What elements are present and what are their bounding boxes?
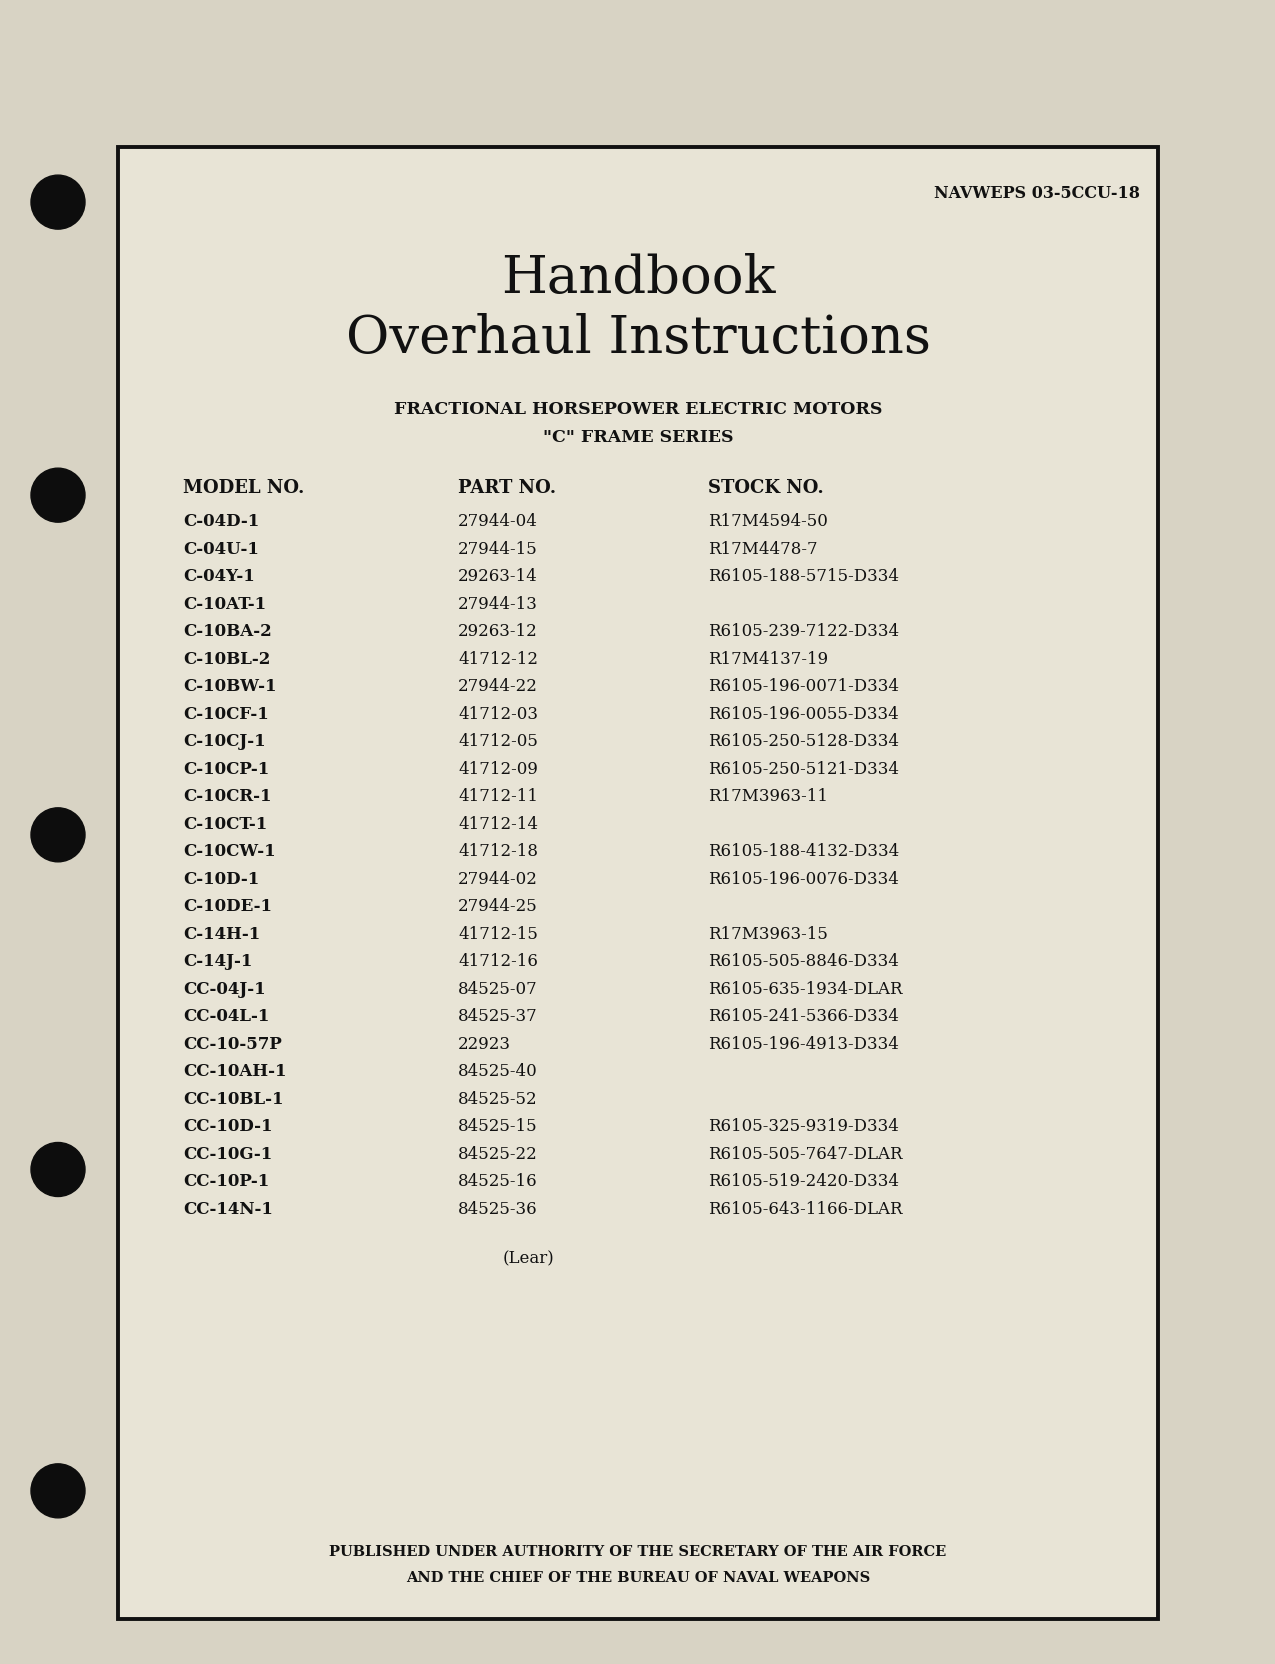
Text: C-10DE-1: C-10DE-1 xyxy=(184,899,272,915)
Text: 41712-14: 41712-14 xyxy=(458,815,538,832)
Text: C-04U-1: C-04U-1 xyxy=(184,541,259,557)
Text: 84525-36: 84525-36 xyxy=(458,1200,538,1218)
Text: C-10CF-1: C-10CF-1 xyxy=(184,706,269,722)
Text: C-10CR-1: C-10CR-1 xyxy=(184,789,272,805)
Text: R6105-196-0055-D334: R6105-196-0055-D334 xyxy=(708,706,899,722)
Text: 41712-12: 41712-12 xyxy=(458,651,538,667)
Text: 84525-15: 84525-15 xyxy=(458,1118,538,1135)
Text: 22923: 22923 xyxy=(458,1035,511,1052)
Text: R6105-188-5715-D334: R6105-188-5715-D334 xyxy=(708,567,899,586)
Text: CC-10AH-1: CC-10AH-1 xyxy=(184,1063,287,1080)
Text: 27944-04: 27944-04 xyxy=(458,513,538,531)
Text: 41712-05: 41712-05 xyxy=(458,734,538,750)
Text: 27944-02: 27944-02 xyxy=(458,870,538,887)
Text: R6105-196-4913-D334: R6105-196-4913-D334 xyxy=(708,1035,899,1052)
Text: 84525-22: 84525-22 xyxy=(458,1145,538,1161)
Text: C-10BL-2: C-10BL-2 xyxy=(184,651,270,667)
Text: 41712-16: 41712-16 xyxy=(458,953,538,970)
Text: R17M4594-50: R17M4594-50 xyxy=(708,513,827,531)
Text: CC-04L-1: CC-04L-1 xyxy=(184,1008,269,1025)
Text: C-10CW-1: C-10CW-1 xyxy=(184,844,275,860)
Text: C-10AT-1: C-10AT-1 xyxy=(184,596,266,612)
Text: CC-10G-1: CC-10G-1 xyxy=(184,1145,273,1161)
Text: R6105-250-5121-D334: R6105-250-5121-D334 xyxy=(708,760,899,777)
Circle shape xyxy=(31,469,85,522)
Text: R17M3963-15: R17M3963-15 xyxy=(708,925,827,942)
Text: C-10CP-1: C-10CP-1 xyxy=(184,760,269,777)
Text: C-04D-1: C-04D-1 xyxy=(184,513,259,531)
Text: STOCK NO.: STOCK NO. xyxy=(708,479,824,496)
Text: C-10CJ-1: C-10CJ-1 xyxy=(184,734,265,750)
Text: FRACTIONAL HORSEPOWER ELECTRIC MOTORS: FRACTIONAL HORSEPOWER ELECTRIC MOTORS xyxy=(394,401,882,418)
Text: C-10BA-2: C-10BA-2 xyxy=(184,622,272,641)
Text: C-10CT-1: C-10CT-1 xyxy=(184,815,268,832)
Text: CC-04J-1: CC-04J-1 xyxy=(184,980,265,997)
Text: 84525-40: 84525-40 xyxy=(458,1063,538,1080)
Text: C-04Y-1: C-04Y-1 xyxy=(184,567,255,586)
Text: PART NO.: PART NO. xyxy=(458,479,556,496)
Circle shape xyxy=(31,809,85,862)
Text: 84525-16: 84525-16 xyxy=(458,1173,538,1190)
Text: R6105-325-9319-D334: R6105-325-9319-D334 xyxy=(708,1118,899,1135)
Text: CC-14N-1: CC-14N-1 xyxy=(184,1200,273,1218)
Text: CC-10D-1: CC-10D-1 xyxy=(184,1118,273,1135)
Text: R6105-505-7647-DLAR: R6105-505-7647-DLAR xyxy=(708,1145,903,1161)
Text: 29263-14: 29263-14 xyxy=(458,567,538,586)
Text: 27944-22: 27944-22 xyxy=(458,679,538,696)
Text: C-10D-1: C-10D-1 xyxy=(184,870,259,887)
Text: 27944-25: 27944-25 xyxy=(458,899,538,915)
Text: CC-10-57P: CC-10-57P xyxy=(184,1035,282,1052)
Text: R6105-196-0071-D334: R6105-196-0071-D334 xyxy=(708,679,899,696)
Text: 27944-13: 27944-13 xyxy=(458,596,538,612)
Text: C-10BW-1: C-10BW-1 xyxy=(184,679,277,696)
Text: AND THE CHIEF OF THE BUREAU OF NAVAL WEAPONS: AND THE CHIEF OF THE BUREAU OF NAVAL WEA… xyxy=(405,1571,870,1584)
Text: R17M4137-19: R17M4137-19 xyxy=(708,651,829,667)
Text: R6105-519-2420-D334: R6105-519-2420-D334 xyxy=(708,1173,899,1190)
Text: R6105-241-5366-D334: R6105-241-5366-D334 xyxy=(708,1008,899,1025)
Text: C-14J-1: C-14J-1 xyxy=(184,953,252,970)
Text: MODEL NO.: MODEL NO. xyxy=(184,479,305,496)
Text: 41712-11: 41712-11 xyxy=(458,789,538,805)
Text: 29263-12: 29263-12 xyxy=(458,622,538,641)
Text: C-14H-1: C-14H-1 xyxy=(184,925,260,942)
Text: R17M4478-7: R17M4478-7 xyxy=(708,541,817,557)
Text: 84525-37: 84525-37 xyxy=(458,1008,538,1025)
Text: 27944-15: 27944-15 xyxy=(458,541,538,557)
Text: 41712-03: 41712-03 xyxy=(458,706,538,722)
Text: NAVWEPS 03-5CCU-18: NAVWEPS 03-5CCU-18 xyxy=(935,185,1140,201)
Text: 41712-18: 41712-18 xyxy=(458,844,538,860)
Circle shape xyxy=(31,1464,85,1518)
Text: CC-10P-1: CC-10P-1 xyxy=(184,1173,269,1190)
Text: R17M3963-11: R17M3963-11 xyxy=(708,789,827,805)
Text: R6105-196-0076-D334: R6105-196-0076-D334 xyxy=(708,870,899,887)
Text: Handbook: Handbook xyxy=(501,253,775,303)
Text: Overhaul Instructions: Overhaul Instructions xyxy=(346,313,931,363)
Text: CC-10BL-1: CC-10BL-1 xyxy=(184,1090,283,1107)
Text: R6105-643-1166-DLAR: R6105-643-1166-DLAR xyxy=(708,1200,903,1218)
Circle shape xyxy=(31,1143,85,1196)
Text: R6105-250-5128-D334: R6105-250-5128-D334 xyxy=(708,734,899,750)
Text: R6105-188-4132-D334: R6105-188-4132-D334 xyxy=(708,844,899,860)
Text: "C" FRAME SERIES: "C" FRAME SERIES xyxy=(543,429,733,446)
FancyBboxPatch shape xyxy=(119,148,1158,1619)
Circle shape xyxy=(31,176,85,230)
Text: R6105-505-8846-D334: R6105-505-8846-D334 xyxy=(708,953,899,970)
Text: PUBLISHED UNDER AUTHORITY OF THE SECRETARY OF THE AIR FORCE: PUBLISHED UNDER AUTHORITY OF THE SECRETA… xyxy=(329,1544,946,1558)
Text: 84525-07: 84525-07 xyxy=(458,980,538,997)
Text: 84525-52: 84525-52 xyxy=(458,1090,538,1107)
Text: R6105-635-1934-DLAR: R6105-635-1934-DLAR xyxy=(708,980,903,997)
Text: 41712-09: 41712-09 xyxy=(458,760,538,777)
Text: (Lear): (Lear) xyxy=(502,1250,553,1266)
Text: 41712-15: 41712-15 xyxy=(458,925,538,942)
Text: R6105-239-7122-D334: R6105-239-7122-D334 xyxy=(708,622,899,641)
